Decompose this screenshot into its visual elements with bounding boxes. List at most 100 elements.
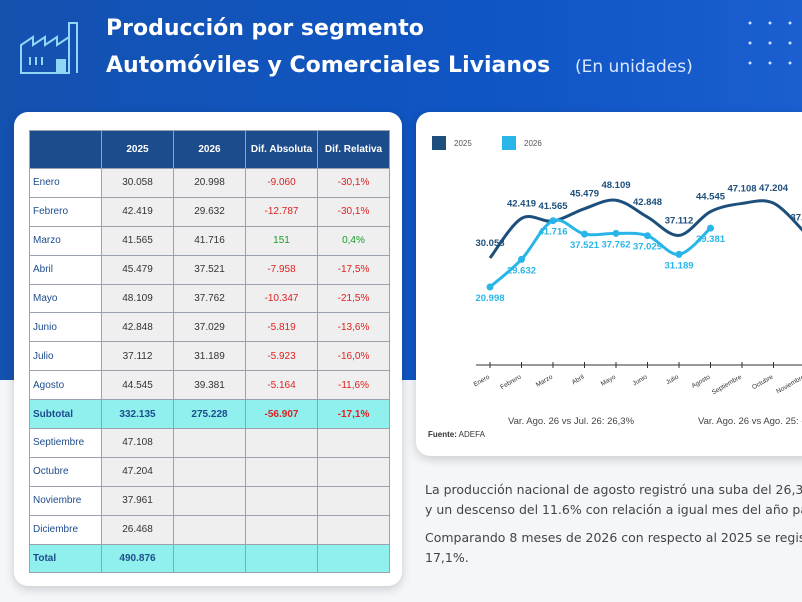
value-cell: 31.189 xyxy=(173,341,246,372)
data-label: 37.961 xyxy=(790,213,802,224)
value-cell: 29.632 xyxy=(173,196,246,227)
table-row: Julio 37.112 31.189 -5.923 -16,0% xyxy=(29,341,390,372)
value-cell: -56.907 xyxy=(245,399,318,430)
data-label: 37.762 xyxy=(601,239,630,250)
x-tick-label: Octubre xyxy=(751,373,775,391)
data-label: 41.565 xyxy=(538,201,568,212)
value-cell: 37.112 xyxy=(101,341,174,372)
value-cell: -13,6% xyxy=(317,312,390,343)
chart-card: 2025 2026 Enero Febrero Marzo Abril Mayo Junio J… xyxy=(416,112,802,456)
data-label: 42.419 xyxy=(507,198,536,209)
subtitle: Automóviles y Comerciales Livianos xyxy=(106,53,551,78)
value-cell: -30,1% xyxy=(317,196,390,227)
paragraph: La producción nacional de agosto registr… xyxy=(425,480,802,520)
month-cell: Marzo xyxy=(29,225,102,256)
table-row: Octubre 47.204 xyxy=(29,456,390,487)
value-cell: -17,1% xyxy=(317,399,390,430)
value-cell: 37.521 xyxy=(173,254,246,285)
month-cell: Septiembre xyxy=(29,428,102,458)
value-cell: 332.135 xyxy=(101,399,174,430)
value-cell: 48.109 xyxy=(101,283,174,314)
unit: (En unidades) xyxy=(575,57,693,77)
table-row: Abril 45.479 37.521 -7.958 -17,5% xyxy=(29,254,390,285)
point xyxy=(486,283,494,291)
data-label: 47.108 xyxy=(727,183,756,194)
x-tick-label: Junio xyxy=(632,373,649,387)
value-cell: -17,5% xyxy=(317,254,390,285)
month-cell: Subtotal xyxy=(29,399,102,430)
value-cell: -5.164 xyxy=(245,370,318,401)
value-cell: -12.787 xyxy=(245,196,318,227)
text: La producción nacional de agosto registr… xyxy=(425,480,802,576)
data-label: 44.545 xyxy=(696,192,726,203)
value-cell: -11,6% xyxy=(317,370,390,401)
value-cell: 41.565 xyxy=(101,225,174,256)
point xyxy=(675,250,683,258)
source-name: ADEFA xyxy=(459,430,486,439)
note: Var. Ago. 26 vs Jul. 26: 26,3% xyxy=(508,416,635,427)
value-cell xyxy=(245,543,318,574)
paragraph-line: 17,1%. xyxy=(425,550,469,565)
header-cell xyxy=(29,130,102,169)
value-cell xyxy=(173,514,246,545)
month-cell: Octubre xyxy=(29,456,102,487)
data-label: 37.521 xyxy=(570,240,600,251)
value-cell: 37.762 xyxy=(173,283,246,314)
value-cell: 490.876 xyxy=(101,543,174,574)
value-cell: 42.848 xyxy=(101,312,174,343)
value-cell xyxy=(173,456,246,487)
value-cell xyxy=(317,485,390,516)
data-label: 37.029 xyxy=(633,242,662,253)
value-cell: 45.479 xyxy=(101,254,174,285)
value-cell xyxy=(317,428,390,458)
value-cell xyxy=(245,514,318,545)
value-cell: -7.958 xyxy=(245,254,318,285)
paragraph-line: y un descenso del 11.6% con relación a i… xyxy=(425,502,802,517)
month-cell: Noviembre xyxy=(29,485,102,516)
value-cell: -10.347 xyxy=(245,283,318,314)
month-cell: Junio xyxy=(29,312,102,343)
data-label: 39.381 xyxy=(696,234,726,245)
value-cell: -16,0% xyxy=(317,341,390,372)
value-cell xyxy=(245,485,318,516)
x-tick-label: Agosto xyxy=(690,373,711,389)
data-label: 42.848 xyxy=(633,197,662,208)
value-cell: 41.716 xyxy=(173,225,246,256)
legend-label: 2025 xyxy=(454,139,472,148)
table-card: 2025 2026 Dif. Absoluta Dif. Relativa Enero 3… xyxy=(14,112,402,586)
table-row: Mayo 48.109 37.762 -10.347 -21,5% xyxy=(29,283,390,314)
dot-pattern xyxy=(748,21,792,65)
x-tick-label: Julio xyxy=(665,373,680,386)
paragraph-line: La producción nacional de agosto registr… xyxy=(425,482,802,497)
table-row: Febrero 42.419 29.632 -12.787 -30,1% xyxy=(29,196,390,227)
value-cell: 0,4% xyxy=(317,225,390,256)
point xyxy=(518,255,525,263)
data-label: 41.716 xyxy=(538,227,567,238)
month-cell: Enero xyxy=(29,168,102,198)
table-row: Agosto 44.545 39.381 -5.164 -11,6% xyxy=(29,370,390,401)
value-cell: -30,1% xyxy=(317,168,390,198)
table-row: Diciembre 26.468 xyxy=(29,514,390,545)
month-cell: Mayo xyxy=(29,283,102,314)
data-label: 20.998 xyxy=(475,293,504,304)
value-cell: -9.060 xyxy=(245,168,318,198)
table-row: Total 490.876 xyxy=(29,543,390,574)
value-cell: 47.204 xyxy=(101,456,174,487)
value-cell xyxy=(173,428,246,458)
table-row: Noviembre 37.961 xyxy=(29,485,390,516)
x-tick-label: Mayo xyxy=(600,373,618,387)
paragraph-line: Comparando 8 meses de 2026 con respecto … xyxy=(425,530,802,545)
value-cell xyxy=(317,456,390,487)
month-cell: Julio xyxy=(29,341,102,372)
legend-swatch xyxy=(432,136,446,150)
table: 2025 2026 Dif. Absoluta Dif. Relativa Enero 3… xyxy=(29,130,390,574)
paragraph: Comparando 8 meses de 2026 con respecto … xyxy=(425,528,802,568)
value-cell: 44.545 xyxy=(101,370,174,401)
value-cell: 20.998 xyxy=(173,168,246,198)
value-cell xyxy=(317,514,390,545)
point xyxy=(549,217,557,225)
value-cell: 151 xyxy=(245,225,318,256)
value-cell: 47.108 xyxy=(101,428,174,458)
data-label: 37.112 xyxy=(665,215,694,226)
